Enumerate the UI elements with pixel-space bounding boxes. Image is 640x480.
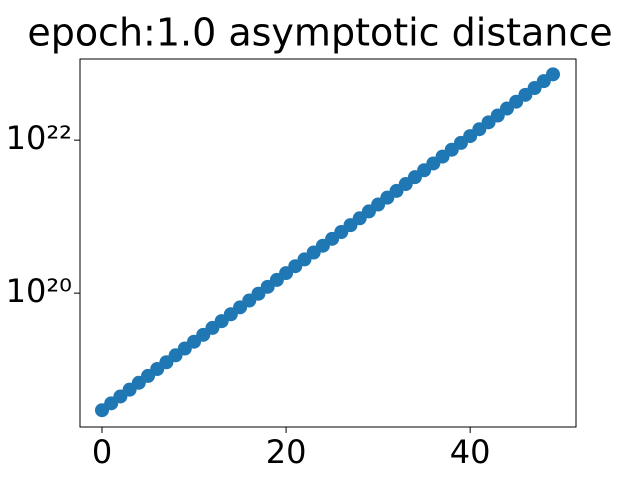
plot-frame <box>79 58 577 428</box>
point <box>545 67 560 82</box>
x-tick-label: 0 <box>92 433 112 471</box>
y-tick-label: 10²⁰ <box>6 272 72 310</box>
y-tick-label: 10²² <box>6 119 72 157</box>
chart-title: epoch:1.0 asymptotic distance <box>27 11 612 55</box>
x-tick-label: 40 <box>450 433 491 471</box>
x-tick-label: 20 <box>266 433 307 471</box>
